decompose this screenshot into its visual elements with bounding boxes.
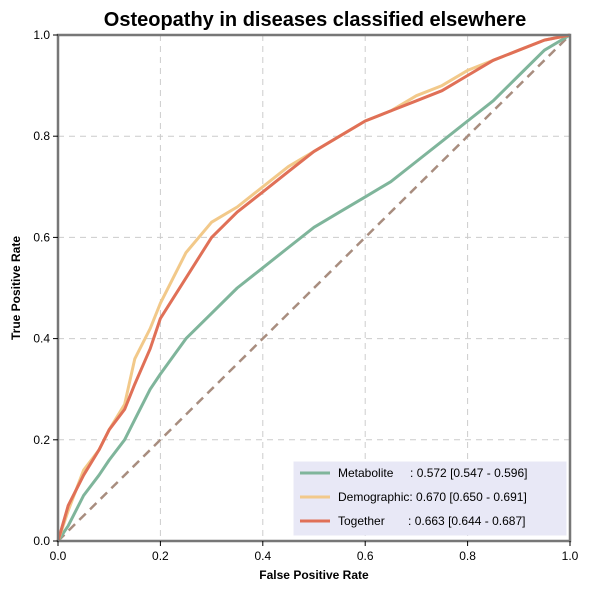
plot-frame: [56, 33, 572, 543]
x-axis-label: False Positive Rate: [259, 568, 369, 582]
y-tick-label: 0.4: [33, 332, 50, 346]
chart-title: Osteopathy in diseases classified elsewh…: [104, 9, 526, 31]
legend-box: [293, 461, 567, 536]
x-tick-label: 0.2: [152, 549, 169, 563]
y-tick-label: 0.0: [33, 534, 50, 548]
x-tick-label: 0.4: [254, 549, 271, 563]
legend: Metabolite : 0.572 [0.547 - 0.596] Demog…: [293, 461, 567, 536]
legend-label-demographic: Demographic: 0.670 [0.650 - 0.691]: [338, 490, 527, 504]
legend-label-together: Together : 0.663 [0.644 - 0.687]: [338, 514, 525, 528]
x-tick-label: 0.0: [50, 549, 67, 563]
y-tick-label: 0.6: [33, 230, 50, 244]
x-tick-label: 0.8: [459, 549, 476, 563]
x-axis-ticks: 0.0 0.2 0.4 0.6 0.8 1.0: [50, 541, 579, 563]
legend-label-metabolite: Metabolite : 0.572 [0.547 - 0.596]: [338, 466, 527, 480]
y-axis-label: True Positive Rate: [9, 236, 23, 340]
y-tick-label: 0.2: [33, 433, 50, 447]
y-tick-label: 1.0: [33, 28, 50, 42]
y-axis-ticks: 0.0 0.2 0.4 0.6 0.8 1.0: [33, 28, 58, 548]
y-tick-label: 0.8: [33, 129, 50, 143]
x-tick-label: 0.6: [357, 549, 374, 563]
grid: [58, 35, 570, 541]
series-line-metabolite: [56, 33, 571, 542]
series-line-together: [56, 33, 571, 542]
series-group: [56, 33, 571, 542]
x-tick-label: 1.0: [562, 549, 579, 563]
